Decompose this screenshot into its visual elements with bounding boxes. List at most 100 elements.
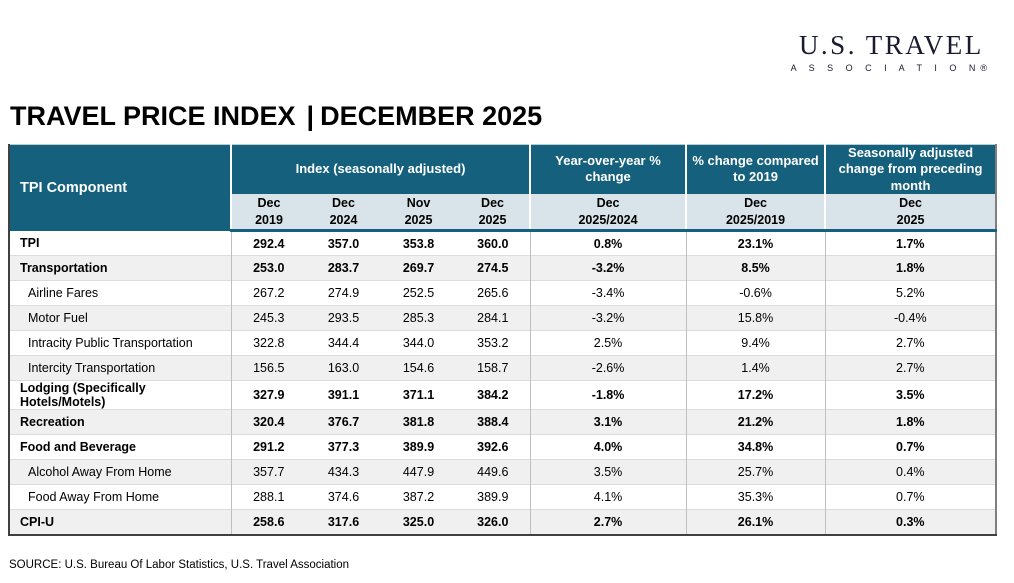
column-header-dec-2025-2019: Dec 2025/2019 (685, 193, 826, 233)
table-row: Food and Beverage 291.2 377.3 389.9 392.6 4.0… (9, 434, 997, 460)
value-cell: 245.3 (230, 305, 306, 331)
page-title-separator: | (306, 101, 315, 131)
value-cell: 258.6 (230, 509, 306, 535)
value-cell: 2.7% (824, 330, 997, 356)
value-cell: 154.6 (381, 355, 456, 381)
value-cell: 320.4 (230, 409, 306, 435)
value-cell: 9.4% (685, 330, 826, 356)
group-header-sa-change-preceding-month: Seasonally adjusted change from precedin… (824, 144, 997, 194)
value-cell: 17.2% (685, 380, 826, 410)
table-row: TPI 292.4 357.0 353.8 360.0 0.8% 23.1% 1.7% (9, 230, 997, 256)
value-cell: 322.8 (230, 330, 306, 356)
value-cell: 293.5 (306, 305, 381, 331)
value-cell: 327.9 (230, 380, 306, 410)
component-label: Intracity Public Transportation (9, 330, 231, 356)
value-cell: 291.2 (230, 434, 306, 460)
value-cell: 35.3% (685, 484, 826, 510)
page-title-main: TRAVEL PRICE INDEX (10, 101, 296, 131)
value-cell: 374.6 (306, 484, 381, 510)
value-cell: 360.0 (456, 230, 531, 256)
value-cell: 357.7 (230, 459, 306, 485)
table-row: Intracity Public Transportation 322.8 344.… (9, 330, 997, 356)
column-header-dec-2025-2024: Dec 2025/2024 (529, 193, 687, 233)
value-cell: 163.0 (306, 355, 381, 381)
value-cell: 0.4% (824, 459, 997, 485)
value-cell: 1.8% (824, 409, 997, 435)
value-cell: 0.7% (824, 484, 997, 510)
group-header-index: Index (seasonally adjusted) (229, 144, 531, 194)
value-cell: 288.1 (230, 484, 306, 510)
us-travel-association-logo: U.S. TRAVEL A S S O C I A T I O N® (791, 30, 992, 73)
value-cell: 253.0 (230, 255, 306, 281)
value-cell: 5.2% (824, 280, 997, 306)
value-cell: 274.5 (456, 255, 531, 281)
value-cell: 274.9 (306, 280, 381, 306)
value-cell: 34.8% (685, 434, 826, 460)
value-cell: 283.7 (306, 255, 381, 281)
component-label: CPI-U (9, 509, 231, 535)
value-cell: -0.4% (824, 305, 997, 331)
value-cell: 317.6 (306, 509, 381, 535)
tpi-table: TPI Component Index (seasonally adjusted… (8, 144, 998, 536)
table-row: Lodging (Specifically Hotels/Motels) 327.… (9, 380, 997, 410)
value-cell: 325.0 (381, 509, 456, 535)
value-cell: 326.0 (456, 509, 531, 535)
value-cell: 285.3 (381, 305, 456, 331)
value-cell: 8.5% (685, 255, 826, 281)
column-header-dec-2024: Dec 2024 (306, 193, 381, 233)
value-cell: 2.5% (529, 330, 687, 356)
value-cell: 0.7% (824, 434, 997, 460)
value-cell: 269.7 (381, 255, 456, 281)
value-cell: 381.8 (381, 409, 456, 435)
value-cell: 344.0 (381, 330, 456, 356)
group-header-yoy-change: Year-over-year % change (529, 144, 687, 194)
column-header-sa-dec-2025: Dec 2025 (824, 193, 997, 233)
value-cell: 156.5 (230, 355, 306, 381)
value-cell: 26.1% (685, 509, 826, 535)
component-label: Alcohol Away From Home (9, 459, 231, 485)
table-row: Motor Fuel 245.3 293.5 285.3 284.1 -3.2% 15.8%… (9, 305, 997, 331)
value-cell: 353.8 (381, 230, 456, 256)
value-cell: 2.7% (824, 355, 997, 381)
value-cell: 434.3 (306, 459, 381, 485)
value-cell: 447.9 (381, 459, 456, 485)
table-row: Intercity Transportation 156.5 163.0 154.6 1… (9, 355, 997, 381)
value-cell: 0.3% (824, 509, 997, 535)
component-label: Lodging (Specifically Hotels/Motels) (9, 380, 231, 410)
value-cell: 292.4 (230, 230, 306, 256)
value-cell: -2.6% (529, 355, 687, 381)
value-cell: 1.7% (824, 230, 997, 256)
group-header-row: TPI Component Index (seasonally adjusted… (9, 144, 997, 231)
value-cell: 23.1% (685, 230, 826, 256)
value-cell: 389.9 (456, 484, 531, 510)
value-cell: 15.8% (685, 305, 826, 331)
value-cell: 252.5 (381, 280, 456, 306)
value-cell: 267.2 (230, 280, 306, 306)
value-cell: 449.6 (456, 459, 531, 485)
logo-subtext: A S S O C I A T I O N® (790, 63, 992, 73)
value-cell: 2.7% (529, 509, 687, 535)
subheader-row: Dec 2019 Dec 2024 Nov 2025 Dec 2025 Dec 2025/… (9, 193, 997, 233)
page-title-period: DECEMBER 2025 (320, 101, 543, 131)
column-header-dec-2019: Dec 2019 (230, 193, 306, 233)
table-row: Food Away From Home 288.1 374.6 387.2 389.9 4… (9, 484, 997, 510)
value-cell: 3.5% (529, 459, 687, 485)
value-cell: -0.6% (685, 280, 826, 306)
value-cell: -1.8% (529, 380, 687, 410)
table-row: CPI-U 258.6 317.6 325.0 326.0 2.7% 26.1% 0.3% (9, 509, 997, 535)
column-header-nov-2025: Nov 2025 (381, 193, 456, 233)
table-header: TPI Component Index (seasonally adjusted… (9, 144, 997, 233)
value-cell: 158.7 (456, 355, 531, 381)
value-cell: 389.9 (381, 434, 456, 460)
value-cell: 1.4% (685, 355, 826, 381)
value-cell: 387.2 (381, 484, 456, 510)
value-cell: 371.1 (381, 380, 456, 410)
component-label: Motor Fuel (9, 305, 231, 331)
component-label: Food Away From Home (9, 484, 231, 510)
table-row: Recreation 320.4 376.7 381.8 388.4 3.1% 21.2% 1… (9, 409, 997, 435)
table-row: Transportation 253.0 283.7 269.7 274.5 -3.2% 8… (9, 255, 997, 281)
value-cell: 388.4 (456, 409, 531, 435)
component-label: Recreation (9, 409, 231, 435)
value-cell: 377.3 (306, 434, 381, 460)
